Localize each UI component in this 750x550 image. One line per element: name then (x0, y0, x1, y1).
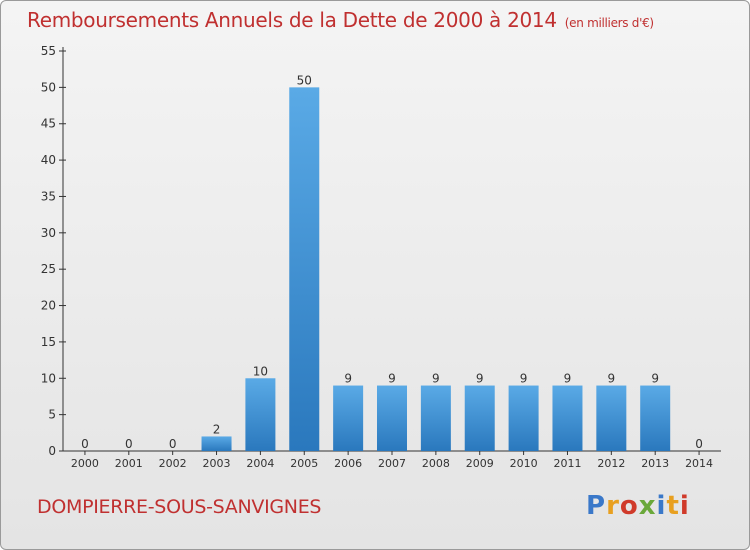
y-tick-label: 55 (41, 44, 56, 58)
x-tick-label: 2011 (553, 457, 581, 470)
bar (640, 385, 671, 451)
x-tick-label: 2005 (290, 457, 318, 470)
x-tick-label: 2003 (203, 457, 231, 470)
logo-letter: x (638, 491, 657, 521)
logo-letter: i (656, 491, 667, 521)
y-tick-label: 45 (41, 117, 56, 131)
y-tick-label: 35 (41, 189, 56, 203)
bar (333, 385, 364, 451)
y-tick-label: 50 (41, 80, 56, 94)
data-label: 9 (476, 372, 484, 386)
y-tick-label: 5 (48, 408, 56, 422)
data-label: 50 (297, 73, 312, 87)
data-label: 9 (564, 372, 572, 386)
chart-unit: (en milliers d'€) (564, 16, 654, 30)
data-label: 9 (344, 372, 352, 386)
x-tick-label: 2000 (71, 457, 99, 470)
logo-letter: P (586, 491, 607, 521)
proxiti-logo: Proxiti (586, 491, 690, 521)
y-tick-label: 40 (41, 153, 56, 167)
chart-title-text: Remboursements Annuels de la Dette de 20… (27, 8, 557, 32)
y-tick-label: 0 (48, 444, 56, 458)
bar (201, 436, 232, 451)
x-tick-label: 2001 (115, 457, 143, 470)
x-tick-label: 2008 (422, 457, 450, 470)
bar (464, 385, 495, 451)
data-label: 9 (388, 372, 396, 386)
bar (552, 385, 583, 451)
data-label: 9 (608, 372, 616, 386)
data-label: 9 (432, 372, 440, 386)
y-tick-label: 15 (41, 335, 56, 349)
x-tick-label: 2014 (685, 457, 713, 470)
data-label: 0 (125, 437, 133, 451)
data-label: 0 (695, 437, 703, 451)
x-tick-label: 2013 (641, 457, 669, 470)
data-label: 2 (213, 422, 221, 436)
x-tick-label: 2010 (510, 457, 538, 470)
data-label: 9 (651, 372, 659, 386)
y-tick-label: 20 (41, 299, 56, 313)
bar (508, 385, 539, 451)
bar (245, 378, 276, 451)
x-tick-label: 2009 (466, 457, 494, 470)
x-tick-label: 2007 (378, 457, 406, 470)
bar (420, 385, 451, 451)
data-label: 9 (520, 372, 528, 386)
data-label: 0 (169, 437, 177, 451)
logo-letter: r (606, 491, 620, 521)
bar (377, 385, 407, 451)
bar (596, 385, 627, 451)
chart-title: Remboursements Annuels de la Dette de 20… (27, 8, 654, 32)
y-tick-label: 30 (41, 226, 56, 240)
y-tick-label: 25 (41, 262, 56, 276)
logo-letter: o (619, 491, 639, 521)
data-label: 0 (81, 437, 89, 451)
logo-letter: i (679, 491, 690, 521)
town-name: DOMPIERRE-SOUS-SANVIGNES (37, 496, 322, 518)
x-tick-label: 2006 (334, 457, 362, 470)
bar (289, 87, 320, 451)
data-label: 10 (253, 364, 268, 378)
x-tick-label: 2004 (246, 457, 274, 470)
logo-letter: t (666, 491, 680, 521)
x-tick-label: 2002 (159, 457, 187, 470)
x-tick-label: 2012 (597, 457, 625, 470)
y-tick-label: 10 (41, 371, 56, 385)
